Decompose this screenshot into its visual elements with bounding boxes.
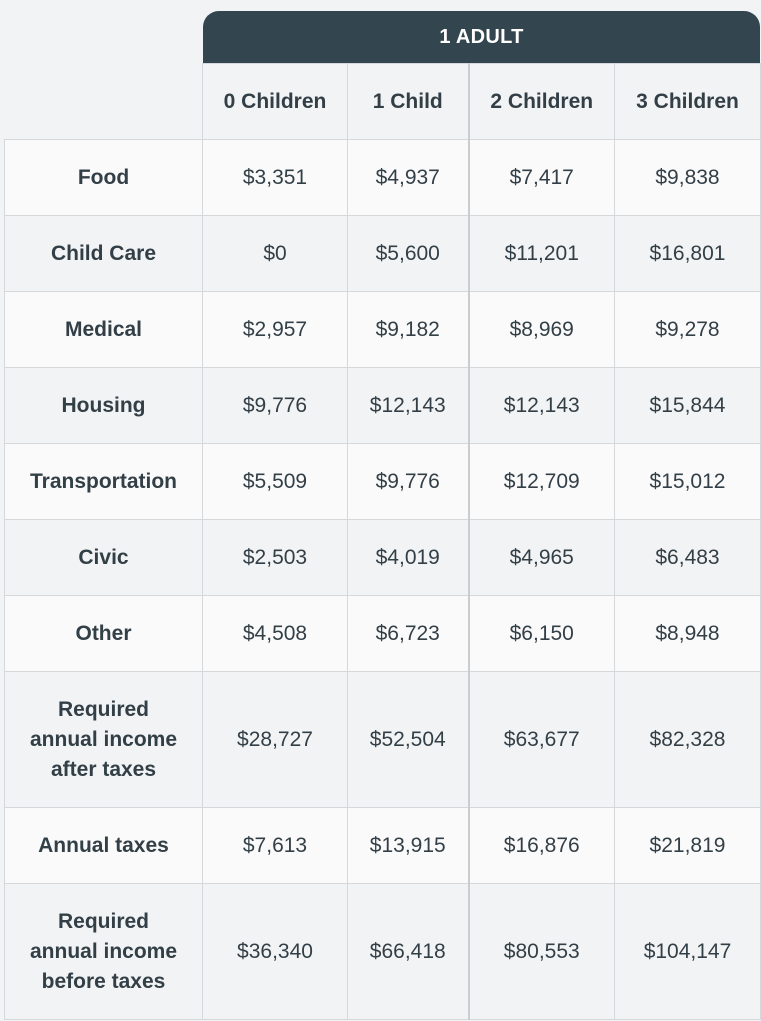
value-cell: $12,709 [468,443,615,520]
row-label: Housing [4,367,203,444]
value-cell: $13,915 [347,807,470,884]
table-header: 0 Children 1 Child 2 Children 3 Children [4,63,761,140]
table-row: Transportation $5,509 $9,776 $12,709 $15,012 [4,443,761,520]
value-cell: $15,012 [614,443,761,520]
value-cell: $5,509 [202,443,348,520]
value-cell: $6,723 [347,595,470,672]
value-cell: $0 [202,215,348,292]
value-cell: $7,613 [202,807,348,884]
value-cell: $5,600 [347,215,470,292]
value-cell: $4,937 [347,139,470,216]
table-row: Child Care $0 $5,600 $11,201 $16,801 [4,215,761,292]
value-cell: $80,553 [468,883,615,1020]
value-cell: $2,503 [202,519,348,596]
value-cell: $4,019 [347,519,470,596]
value-cell: $4,965 [468,519,615,596]
row-label: Annual taxes [4,807,203,884]
table-body: Food $3,351 $4,937 $7,417 $9,838 Child Care $0… [4,139,761,1020]
column-header-1-child: 1 Child [347,63,470,140]
row-label: Civic [4,519,203,596]
value-cell: $9,776 [202,367,348,444]
group-header-1-adult: 1 ADULT [203,11,760,63]
value-cell: $8,969 [468,291,615,368]
column-header-3-children: 3 Children [614,63,761,140]
value-cell: $2,957 [202,291,348,368]
value-cell: $12,143 [347,367,470,444]
table-row: Civic $2,503 $4,019 $4,965 $6,483 [4,519,761,596]
value-cell: $16,876 [468,807,615,884]
row-label: Medical [4,291,203,368]
row-label: Other [4,595,203,672]
column-header-2-children: 2 Children [468,63,615,140]
value-cell: $11,201 [468,215,615,292]
table-row: Other $4,508 $6,723 $6,150 $8,948 [4,595,761,672]
value-cell: $66,418 [347,883,470,1020]
table-row: Annual taxes $7,613 $13,915 $16,876 $21,819 [4,807,761,884]
row-label: Transportation [4,443,203,520]
value-cell: $9,776 [347,443,470,520]
row-label: Food [4,139,203,216]
column-header-0-children: 0 Children [202,63,348,140]
row-label: Required annual income before taxes [4,883,203,1020]
value-cell: $82,328 [614,671,761,808]
group-header-label: 1 ADULT [439,25,524,48]
table-row: Required annual income before taxes $36,340… [4,883,761,1020]
value-cell: $52,504 [347,671,470,808]
value-cell: $9,278 [614,291,761,368]
table-row: Food $3,351 $4,937 $7,417 $9,838 [4,139,761,216]
corner-cell [4,63,203,140]
value-cell: $15,844 [614,367,761,444]
table-row: Housing $9,776 $12,143 $12,143 $15,844 [4,367,761,444]
value-cell: $28,727 [202,671,348,808]
value-cell: $6,483 [614,519,761,596]
value-cell: $8,948 [614,595,761,672]
cost-table: 0 Children 1 Child 2 Children 3 Children… [4,63,761,1020]
table-row: Medical $2,957 $9,182 $8,969 $9,278 [4,291,761,368]
value-cell: $16,801 [614,215,761,292]
value-cell: $12,143 [468,367,615,444]
value-cell: $4,508 [202,595,348,672]
column-header-row: 0 Children 1 Child 2 Children 3 Children [4,63,761,140]
value-cell: $36,340 [202,883,348,1020]
value-cell: $104,147 [614,883,761,1020]
value-cell: $7,417 [468,139,615,216]
table-row: Required annual income after taxes $28,727 $… [4,671,761,808]
value-cell: $9,838 [614,139,761,216]
row-label: Child Care [4,215,203,292]
value-cell: $6,150 [468,595,615,672]
value-cell: $63,677 [468,671,615,808]
value-cell: $21,819 [614,807,761,884]
row-label: Required annual income after taxes [4,671,203,808]
value-cell: $9,182 [347,291,470,368]
value-cell: $3,351 [202,139,348,216]
